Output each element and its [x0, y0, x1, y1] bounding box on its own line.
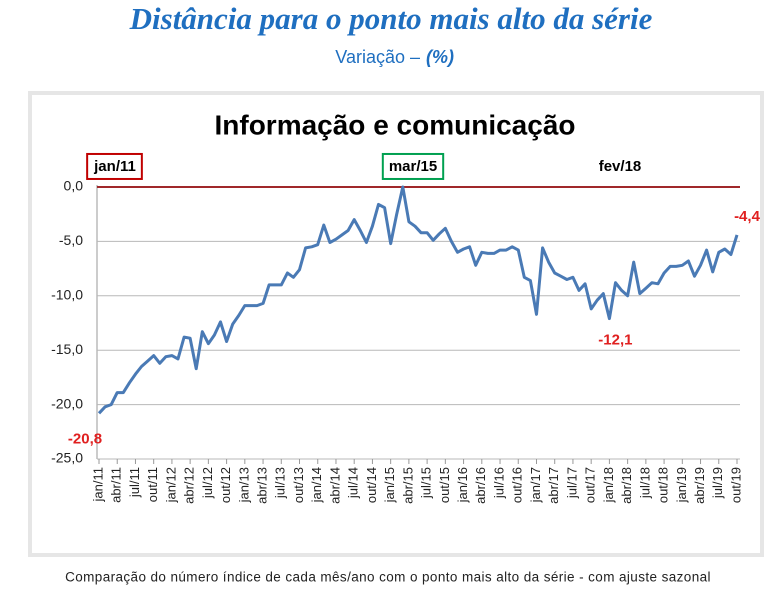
chart-panel — [28, 91, 764, 557]
value-label: -20,8 — [68, 430, 102, 447]
x-tick-label: abr/17 — [546, 467, 561, 504]
y-tick-label: -15,0 — [51, 341, 83, 357]
y-tick-label: -25,0 — [51, 450, 83, 466]
x-tick-label: jan/15 — [382, 467, 397, 503]
x-tick-label: out/18 — [656, 467, 671, 503]
x-tick-label: jul/11 — [127, 467, 142, 498]
x-tick-label: jan/12 — [163, 467, 178, 503]
x-tick-label: out/17 — [583, 467, 598, 503]
x-tick-label: out/11 — [145, 467, 160, 502]
x-tick-label: jul/12 — [200, 467, 215, 499]
marker-label: mar/15 — [389, 158, 437, 175]
y-tick-label: -5,0 — [59, 232, 83, 248]
x-tick-label: out/12 — [218, 467, 233, 503]
x-tick-label: jan/14 — [309, 467, 324, 503]
series-line — [97, 185, 739, 415]
x-tick-label: abr/13 — [254, 467, 269, 504]
y-tick-label: 0,0 — [64, 178, 84, 194]
x-tick-label: jul/19 — [710, 467, 725, 499]
x-tick-label: abr/12 — [182, 467, 197, 504]
x-tick-label: jan/11 — [90, 467, 105, 502]
x-tick-label: out/19 — [728, 467, 743, 503]
subtitle-unit: (%) — [426, 47, 454, 67]
note: Comparação do número índice de cada mês/… — [65, 570, 711, 585]
x-tick-label: abr/15 — [400, 467, 415, 504]
chart-title: Informação e comunicação — [214, 109, 575, 140]
x-tick-label: jul/13 — [273, 467, 288, 499]
x-tick-label: jan/19 — [674, 467, 689, 503]
x-tick-label: jul/18 — [637, 467, 652, 499]
x-tick-label: abr/18 — [619, 467, 634, 504]
x-tick-label: jul/16 — [491, 467, 506, 499]
marker-label: jan/11 — [93, 158, 136, 175]
x-tick-label: out/16 — [510, 467, 525, 503]
x-tick-label: jan/13 — [236, 467, 251, 503]
x-tick-label: out/13 — [291, 467, 306, 503]
x-tick-label: abr/19 — [692, 467, 707, 504]
y-tick-label: -20,0 — [51, 395, 83, 411]
page-title: Distância para o ponto mais alto da séri… — [129, 1, 653, 36]
x-tick-label: jul/17 — [564, 467, 579, 499]
x-tick-label: abr/11 — [109, 467, 124, 503]
x-tick-label: abr/16 — [473, 467, 488, 504]
subtitle: Variação – — [335, 47, 420, 67]
marker-box — [86, 152, 143, 180]
x-tick-label: jan/16 — [455, 467, 470, 503]
x-tick-label: jul/14 — [346, 467, 361, 499]
value-label: -4,4 — [734, 208, 761, 225]
x-tick-label: abr/14 — [327, 467, 342, 504]
x-tick-label: jan/17 — [528, 467, 543, 503]
y-tick-label: -10,0 — [51, 287, 83, 303]
x-tick-label: out/14 — [364, 467, 379, 503]
x-tick-label: jul/15 — [419, 467, 434, 499]
value-label: -12,1 — [598, 332, 632, 349]
marker-box — [381, 152, 445, 180]
x-tick-label: out/15 — [437, 467, 452, 503]
marker-label: fev/18 — [599, 158, 642, 175]
x-tick-label: jan/18 — [601, 467, 616, 503]
